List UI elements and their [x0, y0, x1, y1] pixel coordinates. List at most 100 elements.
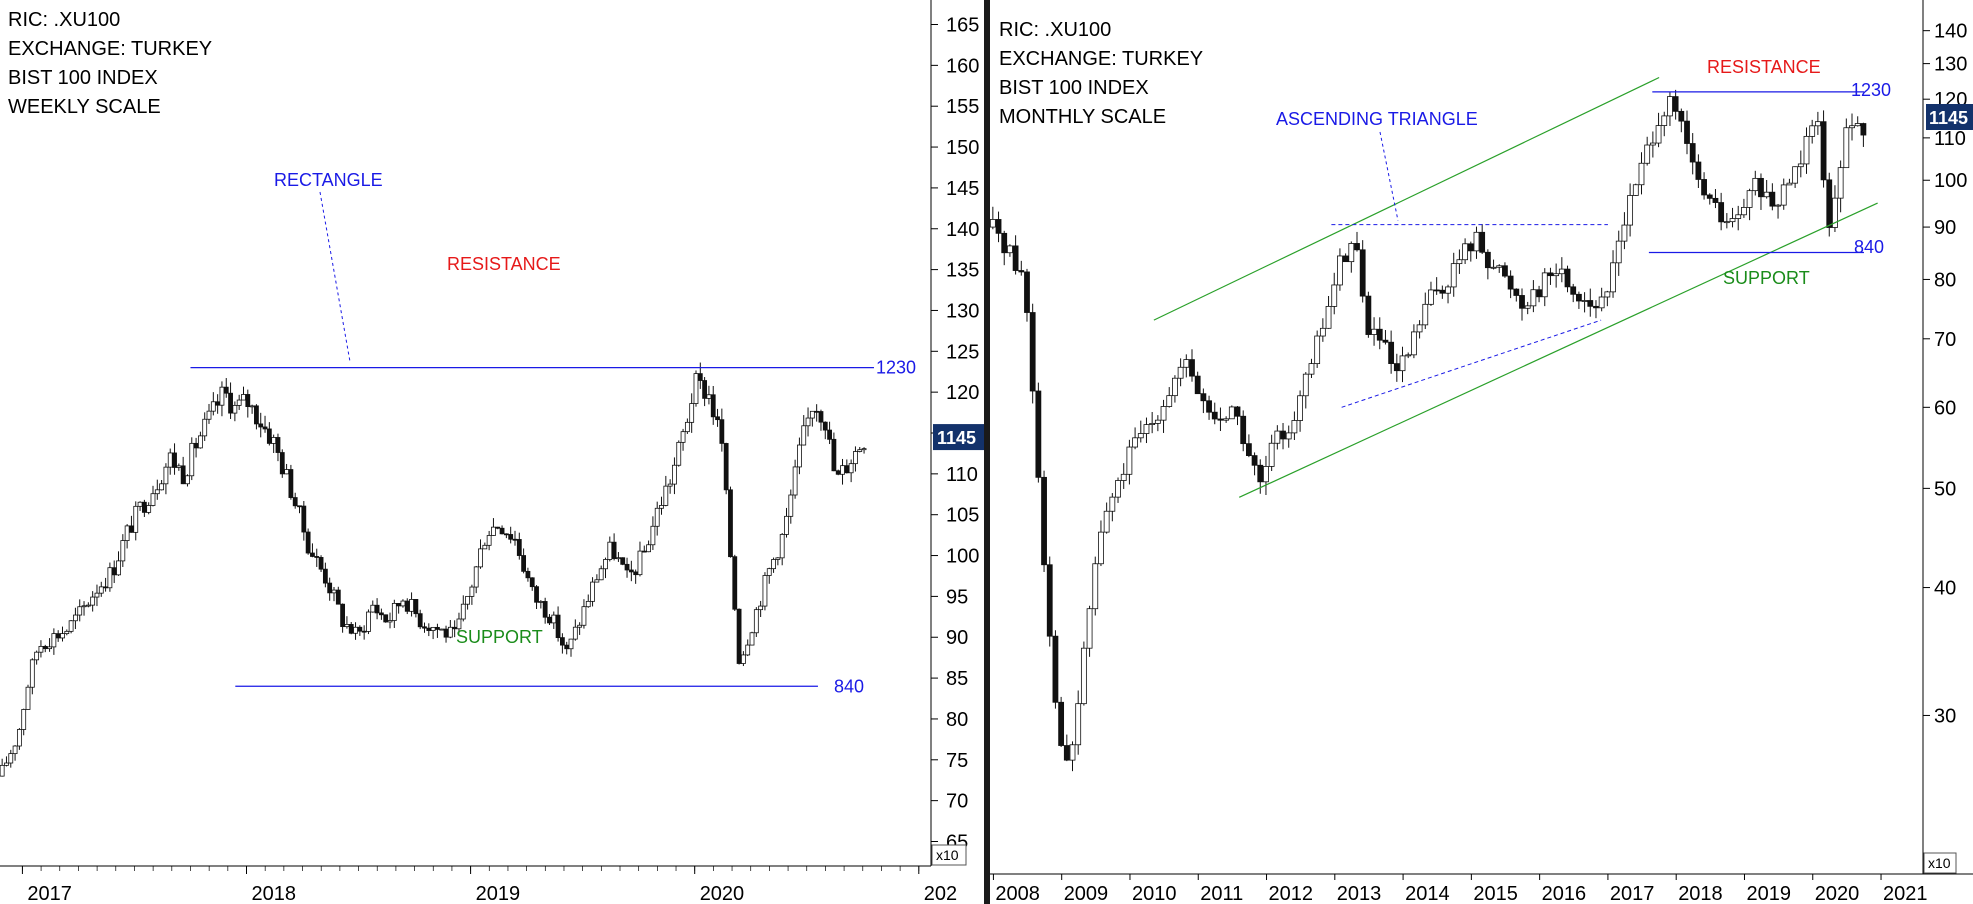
monthly-triangle-base — [1341, 319, 1602, 408]
panel-divider — [984, 0, 990, 904]
weekly-price-tick-label: 95 — [946, 586, 968, 608]
monthly-candle-body — [1211, 411, 1218, 420]
weekly-candle-body — [577, 624, 583, 628]
monthly-time-tick-label: 2020 — [1815, 883, 1860, 904]
monthly-candle-body — [1052, 635, 1059, 703]
monthly-candle-body — [1564, 268, 1571, 288]
weekly-candle-body — [21, 709, 27, 730]
weekly-candle-body — [254, 405, 259, 425]
weekly-candle-body — [34, 651, 40, 661]
monthly-candle-body — [1718, 202, 1725, 223]
monthly-candle-body — [1860, 123, 1867, 136]
weekly-candle-body — [628, 569, 634, 573]
monthly-candle-body — [1735, 214, 1742, 219]
monthly-candle-body — [1672, 96, 1679, 112]
monthly-candle-body — [1832, 197, 1838, 228]
weekly-candle-body — [232, 404, 238, 414]
monthly-candle-body — [1433, 289, 1440, 292]
weekly-candle-body — [361, 630, 367, 633]
weekly-candle-body — [473, 566, 479, 588]
weekly-candle-body — [460, 603, 466, 620]
weekly-ric-label: RIC: .XU100 — [8, 9, 120, 31]
weekly-candle-body — [439, 628, 445, 631]
monthly-candle-body — [1325, 305, 1332, 329]
monthly-multiplier-box — [1923, 852, 1957, 874]
weekly-candle-body — [766, 568, 772, 576]
monthly-candle-body — [1507, 275, 1514, 290]
monthly-candle-body — [1587, 300, 1594, 307]
weekly-price-tick-label: 160 — [946, 55, 979, 77]
weekly-multiplier-label: x10 — [936, 847, 959, 863]
monthly-candle-body — [1712, 197, 1719, 203]
weekly-candle-body — [228, 392, 233, 414]
weekly-candle-body — [85, 604, 91, 607]
monthly-candle-body — [1706, 194, 1713, 199]
monthly-candle-body — [1797, 163, 1804, 168]
weekly-candle-body — [542, 601, 548, 618]
weekly-candle-body — [516, 539, 522, 556]
weekly-candle-body — [443, 628, 449, 638]
monthly-candle-body — [1160, 406, 1167, 421]
monthly-candle-body — [989, 219, 996, 228]
monthly-candle-body — [1439, 289, 1446, 294]
weekly-candle-body — [521, 555, 527, 572]
monthly-candle-body — [1524, 305, 1531, 309]
monthly-candle-body — [1758, 177, 1764, 198]
monthly-candle-body — [1382, 339, 1389, 343]
monthly-price-tick-label: 80 — [1934, 269, 1956, 291]
monthly-candle-body — [1080, 647, 1087, 705]
weekly-candles — [0, 362, 867, 777]
weekly-candle-body — [491, 526, 496, 536]
weekly-candle-body — [357, 626, 363, 632]
weekly-candle-body — [292, 497, 298, 507]
monthly-candle-body — [1462, 243, 1469, 261]
monthly-candle-body — [1598, 296, 1605, 309]
monthly-candle-body — [1376, 328, 1383, 341]
monthly-candle-body — [1337, 255, 1343, 286]
weekly-candle-body — [111, 567, 117, 576]
weekly-candle-body — [258, 423, 264, 428]
weekly-candle-body — [413, 599, 419, 615]
weekly-candle-body — [611, 541, 617, 559]
weekly-candle-body — [753, 609, 759, 634]
monthly-candle-body — [1547, 272, 1554, 277]
weekly-candle-body — [266, 428, 272, 444]
weekly-candle-body — [8, 753, 14, 764]
monthly-candle-body — [1092, 563, 1099, 610]
weekly-candle-body — [512, 538, 518, 541]
weekly-candle-body — [223, 386, 229, 394]
weekly-candle-body — [159, 483, 165, 491]
weekly-candle-body — [861, 448, 867, 451]
monthly-candle-body — [1746, 190, 1753, 208]
monthly-time-tick-label: 2009 — [1064, 883, 1109, 904]
monthly-candle-body — [1541, 272, 1548, 298]
weekly-support-value: 840 — [834, 676, 864, 696]
weekly-candle-body — [417, 613, 423, 628]
weekly-candle-body — [167, 452, 173, 468]
weekly-candle-body — [154, 489, 160, 495]
weekly-candle-body — [310, 552, 315, 557]
weekly-candle-body — [659, 505, 664, 509]
monthly-candle-body — [1422, 303, 1429, 326]
weekly-resistance-label: RESISTANCE — [447, 254, 561, 274]
monthly-candle-body — [1257, 464, 1264, 483]
weekly-time-tick-label: 2018 — [252, 883, 297, 904]
weekly-chart-panel: RIC: .XU100 EXCHANGE: TURKEY BIST 100 IN… — [0, 0, 988, 904]
weekly-candle-body — [762, 575, 768, 607]
monthly-candle-body — [1098, 531, 1104, 565]
weekly-candle-body — [409, 599, 414, 612]
monthly-support-value: 840 — [1854, 237, 1884, 257]
weekly-candle-body — [792, 466, 798, 496]
weekly-candle-body — [508, 534, 514, 540]
weekly-candle-body — [29, 659, 35, 688]
weekly-candle-body — [745, 644, 751, 656]
weekly-time-tick-label: 2017 — [27, 883, 72, 904]
monthly-candle-body — [1308, 363, 1315, 375]
weekly-candle-body — [740, 654, 746, 664]
monthly-candle-body — [1604, 291, 1611, 298]
weekly-candle-body — [185, 475, 190, 485]
monthly-candle-body — [1445, 286, 1451, 294]
weekly-candle-body — [98, 586, 104, 594]
weekly-price-tick-label: 135 — [946, 260, 979, 282]
weekly-candle-body — [210, 401, 216, 412]
